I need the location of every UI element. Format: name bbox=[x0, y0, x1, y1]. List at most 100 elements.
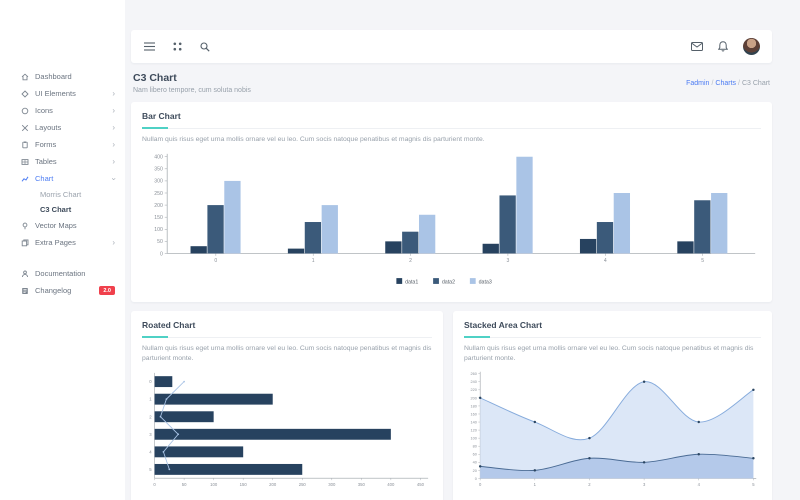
card-title-stacked: Stacked Area Chart bbox=[464, 320, 761, 339]
svg-text:40: 40 bbox=[473, 461, 477, 465]
grid-icon[interactable] bbox=[171, 41, 183, 53]
sidebar-item-label: Icons bbox=[35, 106, 53, 115]
svg-text:data2: data2 bbox=[442, 279, 455, 285]
bar-chart-card: Bar Chart Nullam quis risus eget urna mo… bbox=[131, 102, 772, 303]
sidebar-nav: Dashboard UI Elements › Icons › Layouts › Forms… bbox=[0, 68, 125, 299]
svg-text:data1: data1 bbox=[405, 279, 418, 285]
sidebar-item-label: Changelog bbox=[35, 286, 72, 295]
page-header: C3 Chart Nam libero tempore, cum soluta … bbox=[133, 72, 770, 94]
version-badge: 2.0 bbox=[99, 286, 115, 295]
svg-text:5: 5 bbox=[752, 482, 755, 487]
chevron-right-icon: › bbox=[112, 237, 115, 247]
svg-text:100: 100 bbox=[210, 482, 218, 487]
sidebar-item-label: Dashboard bbox=[35, 72, 72, 81]
svg-text:100: 100 bbox=[154, 227, 163, 233]
main-content: C3 Chart Nam libero tempore, cum soluta … bbox=[125, 0, 800, 500]
svg-text:20: 20 bbox=[473, 469, 477, 473]
svg-text:250: 250 bbox=[299, 482, 307, 487]
svg-text:0: 0 bbox=[214, 258, 217, 264]
breadcrumb: Fadmin / Charts / C3 Chart bbox=[686, 80, 770, 87]
breadcrumb-separator: / bbox=[738, 79, 740, 87]
svg-text:220: 220 bbox=[471, 388, 477, 392]
sidebar-item-morris-chart[interactable]: Morris Chart bbox=[0, 187, 125, 202]
breadcrumb-separator: / bbox=[711, 79, 714, 87]
stacked-area-chart-card: Stacked Area Chart Nullam quis risus ege… bbox=[453, 311, 772, 500]
chart-icon bbox=[20, 174, 29, 183]
navbar-right bbox=[691, 38, 760, 55]
svg-text:0: 0 bbox=[479, 482, 482, 487]
card-desc-rotated: Nullam quis risus eget urna mollis ornar… bbox=[142, 345, 432, 362]
layouts-icon bbox=[20, 123, 29, 132]
bar-chart[interactable]: 0 50 100 150 200 250 300 350 400 0 1 2 3 4 5 data1 data2… bbox=[142, 149, 761, 293]
breadcrumb-link[interactable]: Charts bbox=[715, 79, 737, 87]
svg-text:1: 1 bbox=[149, 397, 152, 402]
dashboard-icon bbox=[20, 72, 29, 81]
svg-text:3: 3 bbox=[149, 432, 152, 437]
search-icon[interactable] bbox=[199, 41, 211, 53]
svg-text:120: 120 bbox=[471, 428, 477, 432]
sidebar-item-label: Morris Chart bbox=[40, 190, 82, 199]
rotated-chart-card: Roated Chart Nullam quis risus eget urna… bbox=[131, 311, 443, 500]
chevron-right-icon: › bbox=[112, 105, 115, 115]
svg-text:1: 1 bbox=[312, 258, 315, 264]
svg-text:200: 200 bbox=[471, 396, 477, 400]
card-desc-bar: Nullam quis risus eget urna mollis ornar… bbox=[142, 136, 485, 143]
svg-text:450: 450 bbox=[417, 482, 425, 487]
sidebar-item-label: UI Elements bbox=[35, 89, 76, 98]
svg-text:5: 5 bbox=[701, 258, 704, 264]
svg-text:100: 100 bbox=[471, 436, 477, 440]
svg-text:350: 350 bbox=[154, 167, 163, 173]
sidebar-item-ui-elements[interactable]: UI Elements › bbox=[0, 85, 125, 102]
svg-text:2: 2 bbox=[409, 258, 412, 264]
page-subtitle: Nam libero tempore, cum soluta nobis bbox=[133, 87, 251, 94]
stacked-area-chart[interactable]: 0 20 40 60 80 100 120 140 160 180 200 220 240 260 0 1 2 3… bbox=[464, 368, 761, 497]
menu-icon[interactable] bbox=[143, 41, 155, 53]
bell-icon[interactable] bbox=[717, 41, 729, 53]
sidebar-item-layouts[interactable]: Layouts › bbox=[0, 119, 125, 136]
sidebar-item-vector-maps[interactable]: Vector Maps bbox=[0, 217, 125, 234]
rotated-chart[interactable]: 0 50 100 150 200 250 300 350 400 450 0 1 2 3 4 5 bbox=[142, 368, 432, 499]
sidebar-item-label: Layouts bbox=[35, 123, 62, 132]
top-navbar bbox=[131, 30, 772, 63]
bar-chart-svg: 0 50 100 150 200 250 300 350 400 0 1 2 3 4 5 data1 data2… bbox=[154, 153, 756, 285]
sidebar-item-label: C3 Chart bbox=[40, 205, 72, 214]
svg-text:4: 4 bbox=[149, 449, 152, 454]
sidebar-item-dashboard[interactable]: Dashboard bbox=[0, 68, 125, 85]
mail-icon[interactable] bbox=[691, 41, 703, 53]
sidebar-item-documentation[interactable]: Documentation bbox=[0, 265, 125, 282]
documentation-icon bbox=[20, 269, 29, 278]
sidebar-item-chart[interactable]: Chart › bbox=[0, 170, 125, 187]
svg-text:0: 0 bbox=[153, 482, 156, 487]
sidebar-item-c3-chart[interactable]: C3 Chart bbox=[0, 202, 125, 217]
sidebar-item-forms[interactable]: Forms › bbox=[0, 136, 125, 153]
svg-text:260: 260 bbox=[471, 372, 477, 376]
card-title-rotated: Roated Chart bbox=[142, 320, 432, 339]
sidebar-item-label: Forms bbox=[35, 140, 57, 149]
sidebar-item-icons[interactable]: Icons › bbox=[0, 102, 125, 119]
svg-text:350: 350 bbox=[358, 482, 366, 487]
svg-text:50: 50 bbox=[182, 482, 187, 487]
svg-text:60: 60 bbox=[473, 452, 477, 456]
svg-text:150: 150 bbox=[240, 482, 248, 487]
svg-text:80: 80 bbox=[473, 444, 477, 448]
svg-text:50: 50 bbox=[157, 239, 163, 245]
chevron-right-icon: › bbox=[112, 88, 115, 98]
svg-text:400: 400 bbox=[154, 154, 163, 160]
svg-text:3: 3 bbox=[643, 482, 646, 487]
svg-text:200: 200 bbox=[269, 482, 277, 487]
sidebar-item-extra-pages[interactable]: Extra Pages › bbox=[0, 234, 125, 251]
svg-text:150: 150 bbox=[154, 215, 163, 221]
svg-text:5: 5 bbox=[149, 467, 152, 472]
svg-text:1: 1 bbox=[534, 482, 537, 487]
breadcrumb-link[interactable]: Fadmin bbox=[686, 79, 710, 87]
sidebar-item-label: Vector Maps bbox=[35, 221, 77, 230]
svg-text:4: 4 bbox=[604, 258, 607, 264]
user-avatar[interactable] bbox=[743, 38, 760, 55]
svg-text:300: 300 bbox=[154, 179, 163, 185]
sidebar-item-changelog[interactable]: Changelog 2.0 bbox=[0, 282, 125, 299]
rotated-chart-svg: 0 50 100 150 200 250 300 350 400 450 0 1 2 3 4 5 bbox=[149, 372, 429, 487]
sidebar-item-tables[interactable]: Tables › bbox=[0, 153, 125, 170]
svg-text:300: 300 bbox=[328, 482, 336, 487]
svg-text:0: 0 bbox=[475, 477, 477, 481]
